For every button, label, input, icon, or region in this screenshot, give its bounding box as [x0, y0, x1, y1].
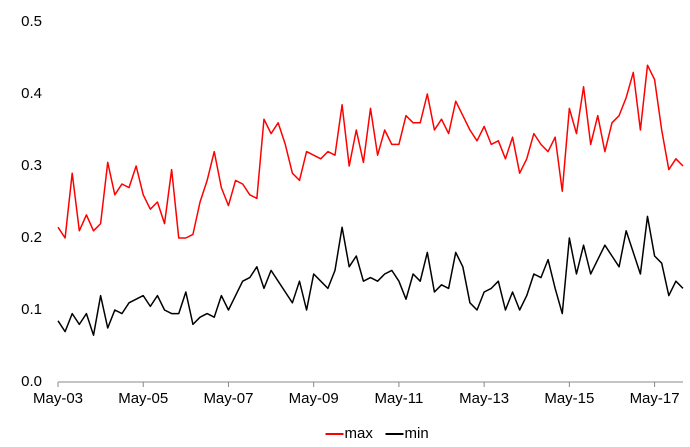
y-tick-label: 0.3 [21, 157, 42, 174]
y-tick-label: 0.1 [21, 301, 42, 318]
x-tick-label: May-03 [33, 390, 83, 407]
legend-label: max [345, 425, 374, 442]
x-tick-label: May-13 [459, 390, 509, 407]
x-tick-label: May-07 [203, 390, 253, 407]
y-tick-label: 0.2 [21, 229, 42, 246]
y-tick-label: 0.4 [21, 85, 42, 102]
series-line [57, 215, 684, 336]
x-tick-label: May-17 [630, 390, 680, 407]
x-tick-label: May-05 [118, 390, 168, 407]
legend-label: min [405, 425, 429, 442]
x-tick-label: May-11 [374, 390, 423, 407]
x-tick-label: May-15 [544, 390, 594, 407]
y-tick-label: 0.0 [21, 373, 42, 390]
x-tick-label: May-09 [289, 390, 339, 407]
series-line [57, 64, 684, 239]
y-tick-label: 0.5 [21, 13, 42, 30]
